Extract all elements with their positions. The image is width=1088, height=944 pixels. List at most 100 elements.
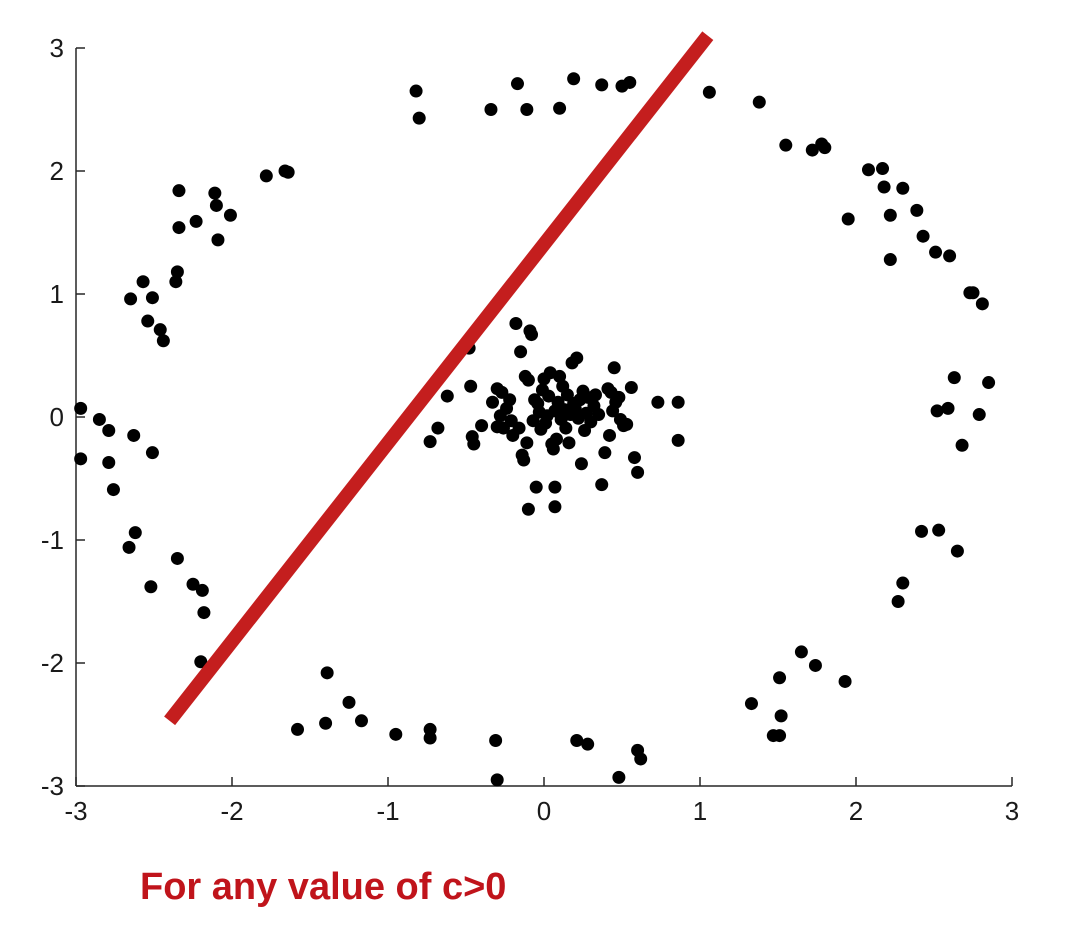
data-point: [567, 72, 581, 86]
data-point: [581, 737, 595, 751]
data-point: [549, 432, 563, 446]
data-point: [92, 412, 106, 426]
data-point: [612, 390, 626, 404]
data-point: [259, 169, 273, 183]
data-point: [514, 345, 528, 359]
data-point: [169, 275, 183, 289]
data-point: [744, 697, 758, 711]
data-point: [623, 75, 637, 89]
data-point: [774, 709, 788, 723]
data-point: [490, 773, 504, 787]
data-point: [172, 184, 186, 198]
data-point: [779, 138, 793, 152]
data-point: [153, 323, 167, 337]
x-tick-label: 0: [537, 796, 551, 826]
data-point: [975, 297, 989, 311]
data-point: [955, 438, 969, 452]
x-tick-label: 2: [849, 796, 863, 826]
data-point: [612, 770, 626, 784]
data-point: [603, 428, 617, 442]
data-point: [546, 442, 560, 456]
data-point: [818, 141, 832, 155]
data-point: [548, 500, 562, 514]
data-point: [607, 361, 621, 375]
data-point: [484, 103, 498, 116]
data-point: [891, 595, 905, 608]
data-point: [172, 221, 186, 235]
x-tick-label: -1: [376, 796, 399, 826]
data-point: [525, 328, 539, 342]
data-point: [950, 544, 964, 558]
data-points: [74, 72, 996, 787]
data-point: [553, 369, 567, 383]
data-point: [941, 401, 955, 415]
caption: For any value of c>0: [140, 866, 507, 908]
x-tick-label: 1: [693, 796, 707, 826]
data-point: [409, 84, 423, 98]
data-point: [423, 435, 437, 449]
data-point: [467, 437, 481, 451]
y-ticks: -3 -2 -1 0 1 2 3: [41, 33, 85, 801]
data-point: [883, 208, 897, 222]
data-point: [124, 292, 138, 306]
data-point: [620, 417, 634, 431]
data-point: [486, 395, 500, 409]
data-point: [972, 408, 986, 422]
data-point: [195, 583, 209, 597]
data-point: [883, 253, 897, 267]
data-point: [794, 645, 808, 659]
data-point: [877, 180, 891, 194]
data-point: [542, 389, 556, 403]
data-point: [136, 275, 150, 289]
data-point: [521, 373, 535, 387]
data-point: [122, 540, 136, 554]
data-point: [211, 233, 225, 247]
data-point: [342, 695, 356, 709]
data-point: [431, 421, 445, 435]
data-point: [106, 483, 120, 497]
data-point: [861, 163, 875, 177]
data-point: [489, 733, 503, 747]
data-point: [223, 208, 237, 222]
data-point: [752, 95, 766, 109]
data-point: [319, 716, 333, 730]
y-tick-label: -1: [41, 525, 64, 555]
y-tick-label: -3: [41, 771, 64, 801]
data-point: [281, 165, 295, 179]
y-tick-label: -2: [41, 648, 64, 678]
data-point: [896, 576, 910, 590]
data-point: [412, 111, 426, 125]
data-point: [197, 606, 211, 620]
data-point: [74, 401, 88, 415]
data-point: [671, 395, 685, 409]
data-point: [930, 404, 944, 418]
y-tick-label: 1: [50, 279, 64, 309]
data-point: [102, 456, 116, 470]
data-point: [156, 334, 170, 348]
data-point: [805, 143, 819, 157]
x-tick-label: 3: [1005, 796, 1019, 826]
data-point: [74, 452, 88, 466]
data-point: [440, 389, 454, 403]
data-point: [529, 480, 543, 494]
y-tick-label: 0: [50, 402, 64, 432]
data-point: [194, 655, 208, 669]
data-point: [145, 446, 159, 460]
data-point: [509, 317, 523, 331]
data-point: [671, 433, 685, 447]
data-point: [559, 421, 573, 435]
data-point: [570, 733, 584, 747]
data-point: [598, 446, 612, 460]
data-point: [910, 203, 924, 217]
data-point: [144, 580, 158, 594]
data-point: [592, 408, 606, 422]
data-point: [562, 436, 576, 450]
data-point: [966, 286, 980, 300]
data-point: [915, 524, 929, 538]
y-tick-label: 3: [50, 33, 64, 63]
data-point: [588, 388, 602, 402]
data-point: [808, 658, 822, 672]
data-point: [208, 186, 222, 200]
data-point: [423, 722, 437, 736]
data-point: [896, 181, 910, 195]
